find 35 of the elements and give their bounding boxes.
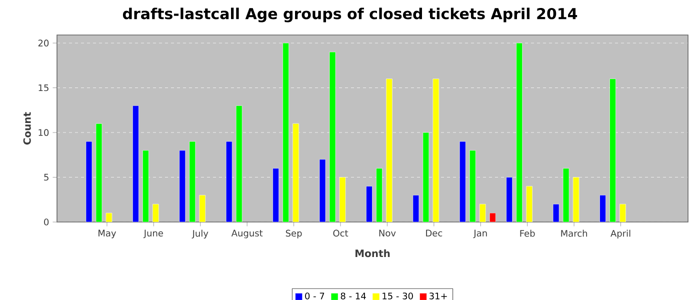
x-tick-label: Jan (473, 230, 487, 238)
x-tick-label: May (98, 230, 116, 238)
x-tick-label: Sep (286, 230, 302, 238)
x-axis-title: Month (356, 249, 390, 258)
x-tick-label: Dec (426, 230, 442, 236)
y-tick-label: 0 (44, 218, 49, 226)
x-tick-label: April (610, 230, 630, 239)
x-tick-label: Nov (379, 230, 396, 236)
x-tick-label: June (143, 230, 164, 238)
y-tick-label: 5 (44, 174, 48, 181)
bar (620, 204, 626, 222)
x-tick-label: July (192, 230, 208, 239)
y-tick-label: 20 (38, 40, 49, 46)
x-tick-label: March (561, 230, 588, 237)
x-tick-label: Oct (333, 230, 348, 237)
x-tick-label: Feb (520, 230, 535, 237)
x-tick-label: August (231, 230, 263, 238)
bar (489, 212, 496, 222)
bar (600, 195, 606, 222)
bar (552, 204, 560, 222)
bar (412, 195, 420, 222)
legend-label: 15 - 30 (382, 292, 413, 300)
bar (199, 195, 206, 222)
bar (152, 204, 159, 222)
chart-title: drafts-lastcall Age groups of closed tickets April 2014 (122, 8, 578, 22)
y-axis-title: Count (23, 112, 31, 145)
legend-label: 0 - 7 (305, 292, 324, 300)
legend-label: 31+ (430, 292, 447, 300)
bar (366, 186, 372, 222)
y-tick-label: 10 (38, 129, 49, 136)
legend-label: 8 - 14 (340, 292, 366, 300)
bar (479, 204, 486, 222)
y-tick-label: 15 (38, 84, 48, 92)
bar (106, 212, 112, 222)
bar (526, 186, 532, 222)
